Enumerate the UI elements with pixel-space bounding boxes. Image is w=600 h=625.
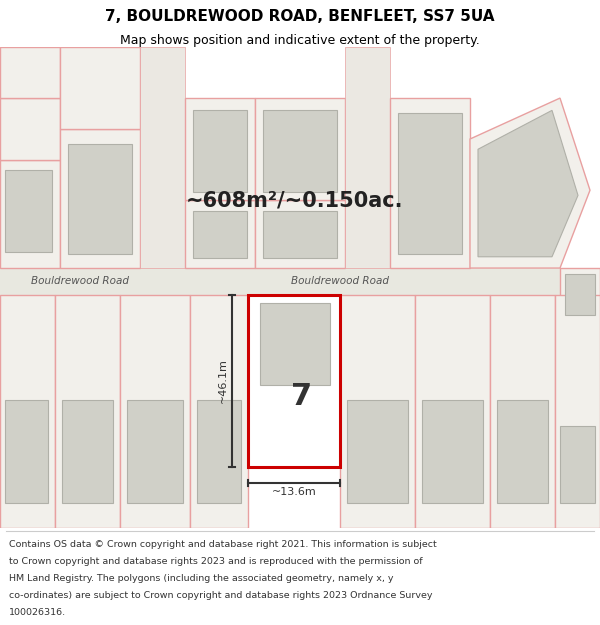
- Bar: [248, 294, 340, 467]
- Polygon shape: [345, 47, 390, 268]
- Text: Contains OS data © Crown copyright and database right 2021. This information is : Contains OS data © Crown copyright and d…: [9, 540, 437, 549]
- Polygon shape: [263, 211, 337, 258]
- Polygon shape: [415, 294, 490, 528]
- Polygon shape: [398, 113, 462, 254]
- Polygon shape: [197, 400, 241, 502]
- Polygon shape: [490, 294, 555, 528]
- Polygon shape: [185, 201, 255, 268]
- Polygon shape: [390, 98, 470, 268]
- Polygon shape: [0, 47, 60, 98]
- Text: ~608m²/~0.150ac.: ~608m²/~0.150ac.: [186, 191, 404, 211]
- Polygon shape: [255, 201, 345, 268]
- Text: 7, BOULDREWOOD ROAD, BENFLEET, SS7 5UA: 7, BOULDREWOOD ROAD, BENFLEET, SS7 5UA: [105, 9, 495, 24]
- Polygon shape: [255, 98, 345, 201]
- Text: Bouldrewood Road: Bouldrewood Road: [31, 276, 129, 286]
- Polygon shape: [68, 144, 132, 254]
- Polygon shape: [193, 211, 247, 258]
- Polygon shape: [60, 129, 140, 268]
- Polygon shape: [497, 400, 548, 502]
- Polygon shape: [55, 294, 120, 528]
- Text: HM Land Registry. The polygons (including the associated geometry, namely x, y: HM Land Registry. The polygons (includin…: [9, 574, 394, 582]
- Polygon shape: [560, 426, 595, 503]
- Polygon shape: [127, 400, 183, 502]
- Polygon shape: [555, 294, 600, 528]
- Text: co-ordinates) are subject to Crown copyright and database rights 2023 Ordnance S: co-ordinates) are subject to Crown copyr…: [9, 591, 433, 599]
- Polygon shape: [0, 294, 55, 528]
- Polygon shape: [140, 47, 185, 268]
- Polygon shape: [470, 98, 590, 268]
- Polygon shape: [193, 111, 247, 192]
- Polygon shape: [0, 98, 60, 159]
- Polygon shape: [260, 303, 330, 385]
- Polygon shape: [422, 400, 483, 502]
- Text: to Crown copyright and database rights 2023 and is reproduced with the permissio: to Crown copyright and database rights 2…: [9, 557, 422, 566]
- Polygon shape: [5, 400, 48, 502]
- Text: Map shows position and indicative extent of the property.: Map shows position and indicative extent…: [120, 34, 480, 47]
- Bar: [0, 268, 600, 294]
- Polygon shape: [565, 274, 595, 315]
- Polygon shape: [0, 159, 60, 268]
- Text: ~46.1m: ~46.1m: [218, 358, 228, 403]
- Text: 7: 7: [292, 381, 313, 411]
- Polygon shape: [185, 98, 255, 201]
- Polygon shape: [5, 170, 52, 252]
- Polygon shape: [263, 111, 337, 192]
- Polygon shape: [62, 400, 113, 502]
- Text: Bouldrewood Road: Bouldrewood Road: [291, 276, 389, 286]
- Polygon shape: [120, 294, 190, 528]
- Polygon shape: [347, 400, 408, 502]
- Text: ~13.6m: ~13.6m: [272, 487, 316, 497]
- Polygon shape: [478, 111, 578, 257]
- Polygon shape: [340, 294, 415, 528]
- Polygon shape: [190, 294, 248, 528]
- Polygon shape: [560, 268, 600, 323]
- Polygon shape: [60, 47, 140, 129]
- Text: 100026316.: 100026316.: [9, 608, 66, 616]
